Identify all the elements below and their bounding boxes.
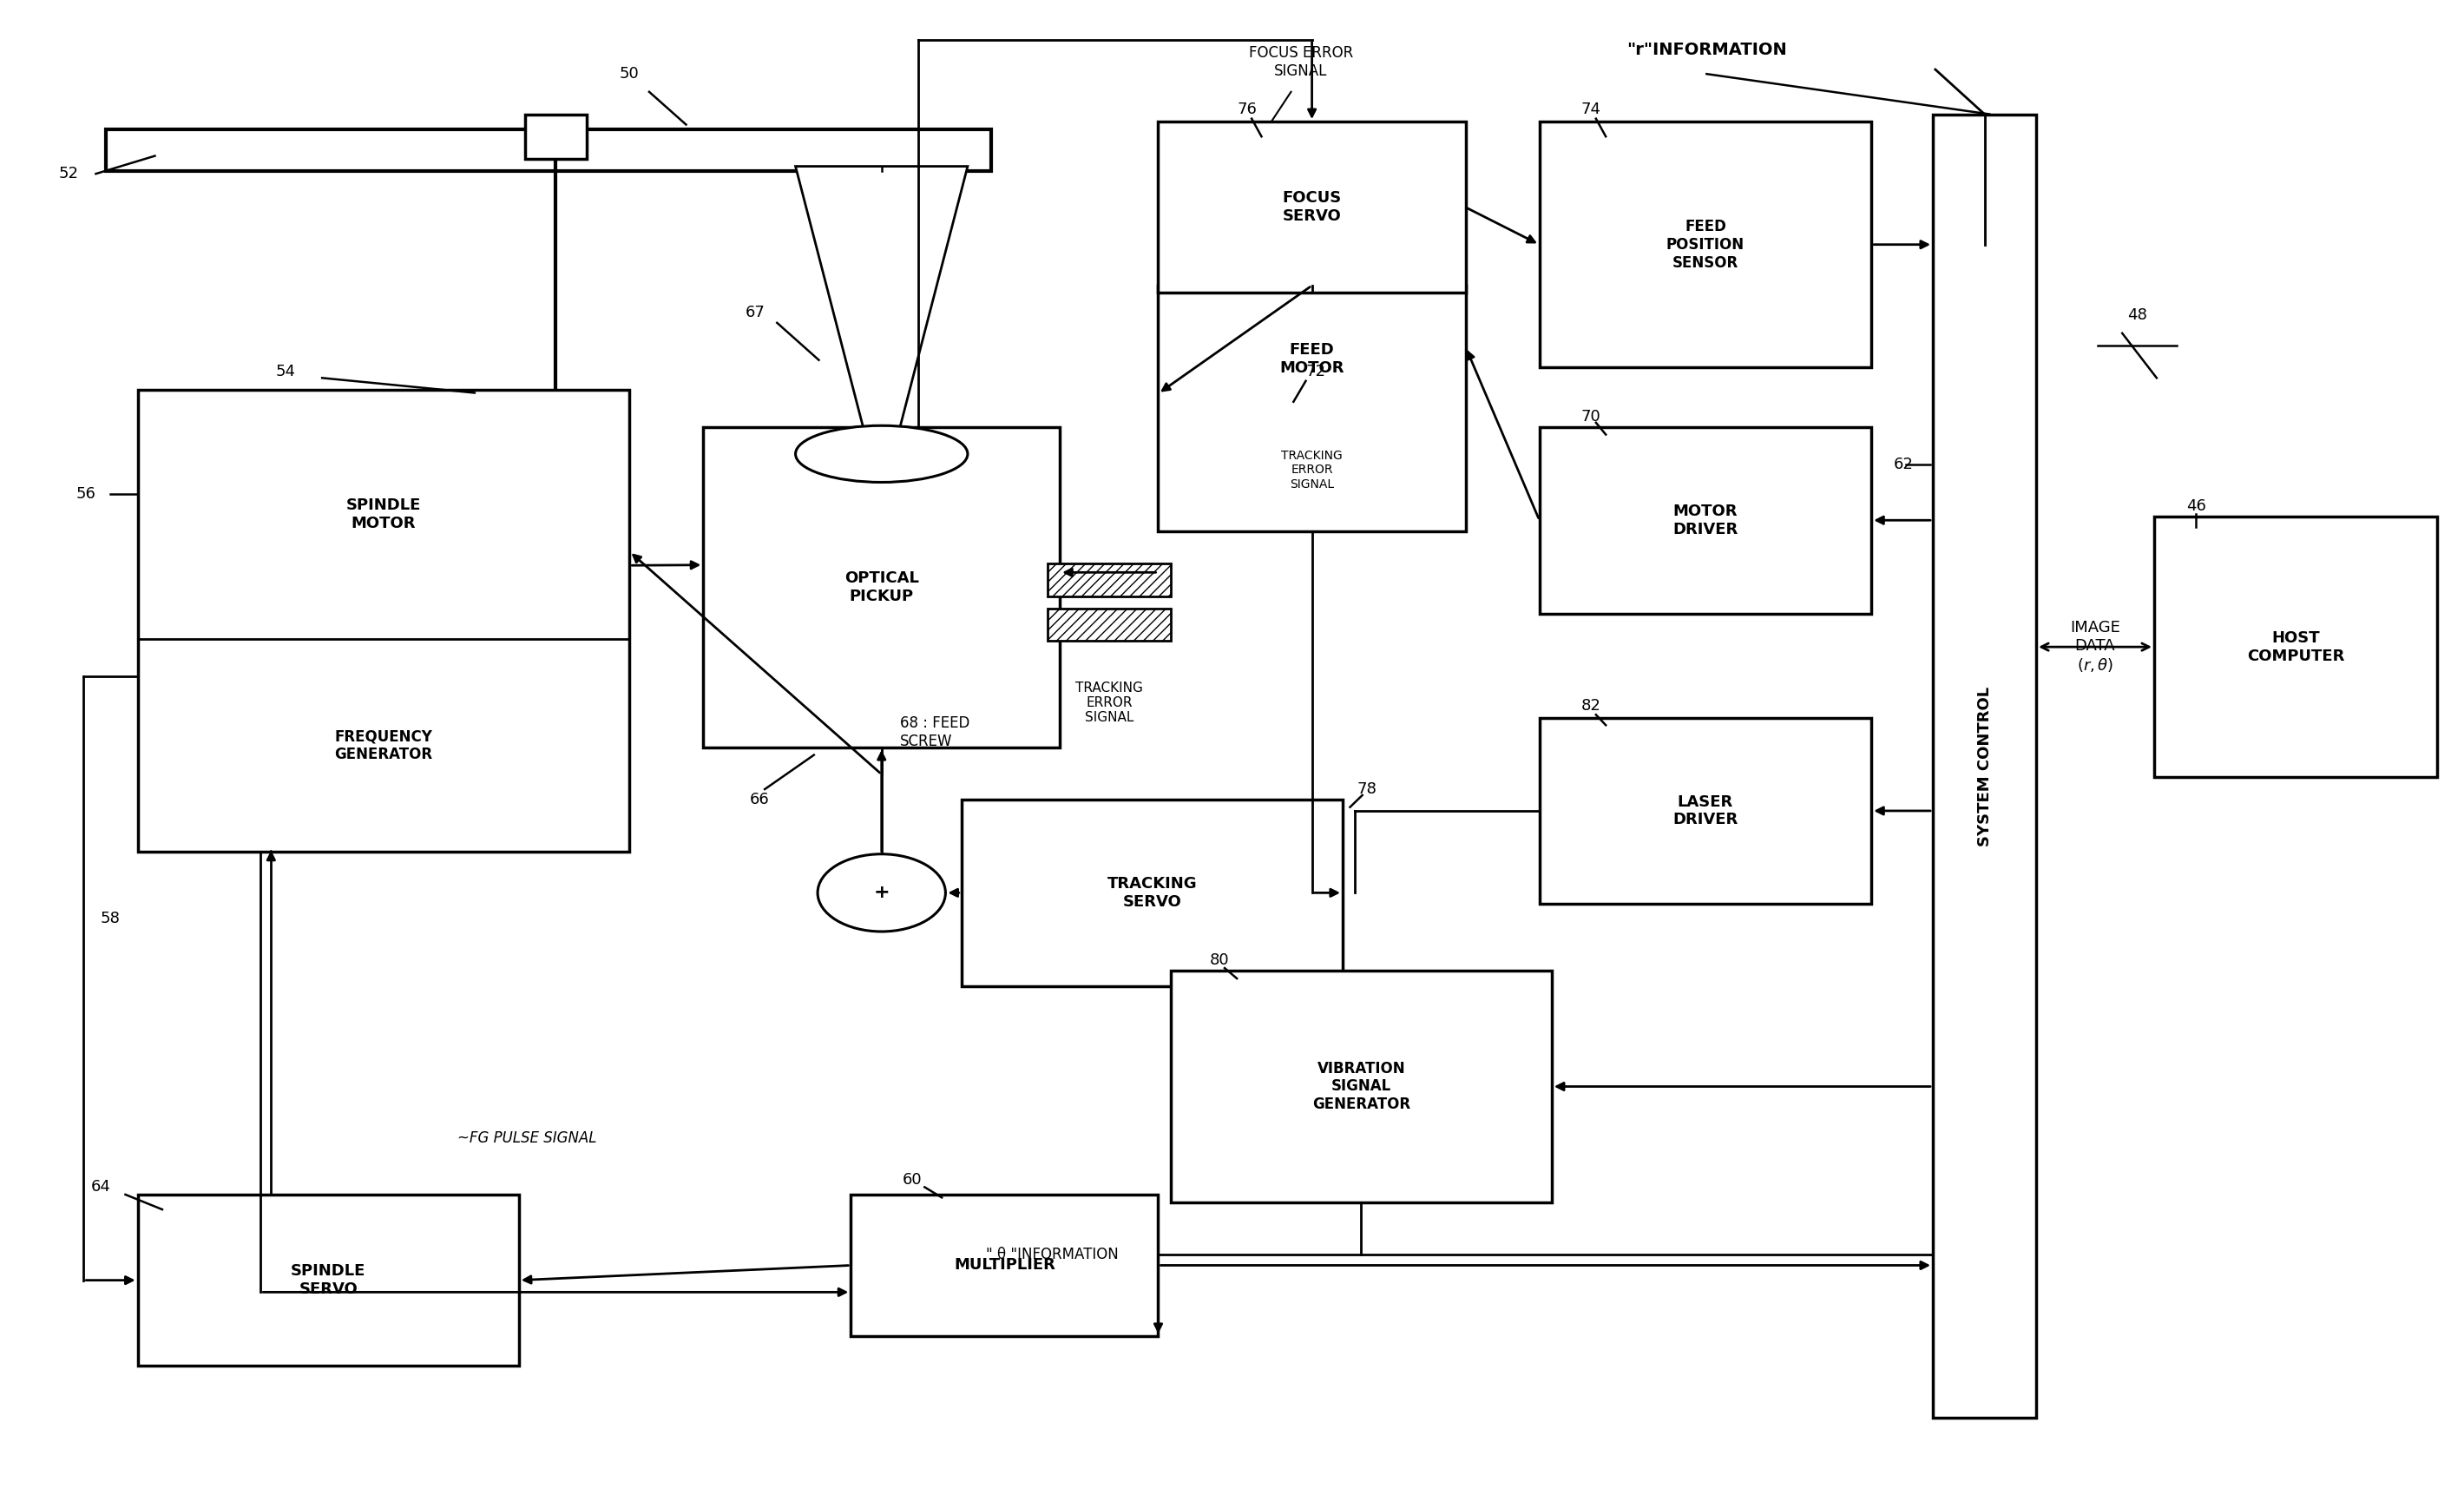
Bar	[106, 129, 991, 170]
Circle shape	[818, 854, 946, 931]
Text: HOST
COMPUTER: HOST COMPUTER	[2247, 629, 2343, 664]
Text: "r"INFORMATION: "r"INFORMATION	[1626, 42, 1786, 58]
Text: 78: 78	[1358, 782, 1377, 797]
Text: 68 : FEED
SCREW: 68 : FEED SCREW	[899, 716, 971, 749]
Text: 67: 67	[744, 305, 764, 320]
Text: 62: 62	[1892, 456, 1912, 472]
Text: MOTOR
DRIVER: MOTOR DRIVER	[1673, 504, 1737, 537]
Bar	[961, 800, 1343, 985]
Text: 52: 52	[59, 166, 79, 181]
Text: " θ "INFORMATION: " θ "INFORMATION	[986, 1247, 1119, 1262]
Text: 64: 64	[91, 1180, 111, 1195]
Bar	[525, 114, 586, 158]
Text: 82: 82	[1582, 698, 1602, 713]
Text: OPTICAL
PICKUP: OPTICAL PICKUP	[845, 571, 919, 604]
Bar	[2154, 517, 2437, 777]
Text: 74: 74	[1582, 102, 1602, 118]
Text: 76: 76	[1237, 102, 1257, 118]
Text: IMAGE
DATA
$(r, \theta)$: IMAGE DATA $(r, \theta)$	[2070, 620, 2122, 674]
Text: 46: 46	[2186, 498, 2205, 514]
Ellipse shape	[796, 426, 968, 483]
Bar	[850, 1195, 1158, 1337]
Text: 58: 58	[101, 910, 121, 927]
Text: 50: 50	[618, 66, 638, 82]
Text: SPINDLE
SERVO: SPINDLE SERVO	[291, 1263, 365, 1298]
Bar	[1047, 564, 1170, 597]
Bar	[138, 1195, 520, 1366]
Text: 70: 70	[1582, 408, 1602, 425]
Text: SPINDLE
MOTOR: SPINDLE MOTOR	[345, 498, 421, 531]
Bar	[1158, 286, 1466, 531]
Text: 60: 60	[902, 1172, 922, 1187]
Text: FREQUENCY
GENERATOR: FREQUENCY GENERATOR	[335, 728, 434, 762]
Bar	[1540, 718, 1870, 904]
Text: 80: 80	[1210, 952, 1230, 969]
Text: TRACKING
SERVO: TRACKING SERVO	[1106, 876, 1198, 909]
Bar	[1170, 972, 1552, 1202]
Text: TRACKING
ERROR
SIGNAL: TRACKING ERROR SIGNAL	[1281, 450, 1343, 490]
Text: TRACKING
ERROR
SIGNAL: TRACKING ERROR SIGNAL	[1074, 682, 1143, 725]
Text: VIBRATION
SIGNAL
GENERATOR: VIBRATION SIGNAL GENERATOR	[1311, 1060, 1409, 1112]
Text: 48: 48	[2126, 308, 2146, 323]
Polygon shape	[796, 166, 968, 428]
Text: MULTIPLIER: MULTIPLIER	[954, 1257, 1055, 1274]
Text: SYSTEM CONTROL: SYSTEM CONTROL	[1976, 686, 1993, 846]
Bar	[1540, 121, 1870, 368]
Text: LASER
DRIVER: LASER DRIVER	[1673, 794, 1737, 828]
Text: 54: 54	[276, 365, 296, 380]
Text: ~FG PULSE SIGNAL: ~FG PULSE SIGNAL	[458, 1130, 596, 1145]
Text: FOCUS
SERVO: FOCUS SERVO	[1281, 190, 1340, 224]
Text: 72: 72	[1306, 365, 1326, 380]
Text: 56: 56	[76, 486, 96, 502]
Text: FEED
MOTOR: FEED MOTOR	[1279, 342, 1345, 377]
Text: 66: 66	[749, 792, 769, 807]
Text: FEED
POSITION
SENSOR: FEED POSITION SENSOR	[1666, 218, 1745, 271]
Bar	[1540, 428, 1870, 613]
Bar	[138, 390, 628, 852]
Bar	[1932, 114, 2035, 1419]
Text: +: +	[872, 884, 890, 901]
Text: FOCUS ERROR
SIGNAL: FOCUS ERROR SIGNAL	[1249, 45, 1353, 79]
Bar	[1158, 121, 1466, 293]
Bar	[702, 428, 1060, 748]
Bar	[1047, 608, 1170, 641]
